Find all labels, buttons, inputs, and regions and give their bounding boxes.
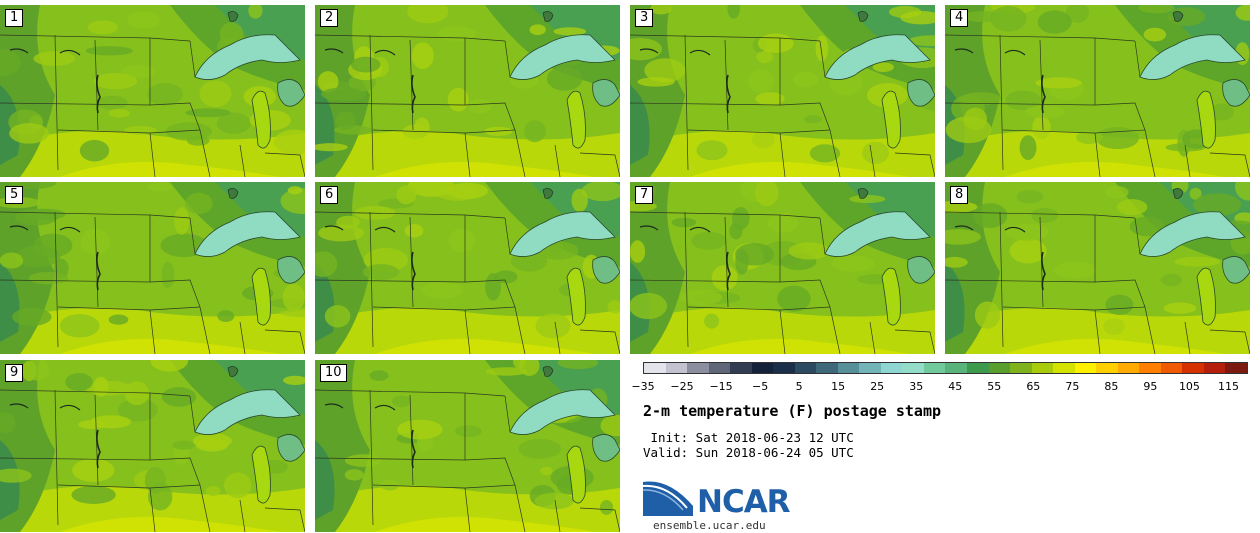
colorbar-tick-label: 25: [870, 380, 885, 393]
member-panel-8: 8: [945, 182, 1250, 354]
init-time: Init: Sat 2018-06-23 12 UTC: [643, 430, 854, 445]
colorbar-swatch: [708, 363, 731, 373]
colorbar-tick-label: 65: [1026, 380, 1041, 393]
temperature-map: [0, 360, 305, 532]
colorbar-swatch: [1139, 363, 1161, 373]
colorbar-swatch: [1160, 363, 1183, 373]
member-label: 2: [320, 9, 339, 27]
colorbar-tick-label: 85: [1104, 380, 1119, 393]
colorbar-swatch: [859, 363, 881, 373]
member-panel-7: 7: [630, 182, 935, 354]
colorbar-swatch: [1117, 363, 1140, 373]
colorbar-swatch: [1203, 363, 1226, 373]
colorbar-swatch: [1010, 363, 1032, 373]
temperature-map: [315, 182, 620, 354]
colorbar-tick-label: −5: [751, 380, 769, 393]
colorbar-swatch: [773, 363, 795, 373]
member-panel-3: 3: [630, 5, 935, 177]
member-label: 3: [635, 9, 654, 27]
colorbar-tick-label: 75: [1065, 380, 1080, 393]
colorbar-swatch: [794, 363, 817, 373]
colorbar-swatch: [880, 363, 903, 373]
colorbar-swatch: [923, 363, 946, 373]
temperature-map: [630, 5, 935, 177]
colorbar-tick-label: 115: [1217, 380, 1239, 393]
temperature-map: [315, 360, 620, 532]
temperature-map: [0, 5, 305, 177]
valid-time: Valid: Sun 2018-06-24 05 UTC: [643, 445, 854, 460]
plot-title: 2-m temperature (F) postage stamp: [643, 402, 942, 420]
member-label: 4: [950, 9, 969, 27]
member-panel-2: 2: [315, 5, 620, 177]
ncar-logo-icon: [643, 481, 693, 516]
colorbar-swatch: [1053, 363, 1075, 373]
colorbar-tick-label: 105: [1178, 380, 1200, 393]
colorbar-swatch: [644, 363, 666, 373]
colorbar-swatch: [687, 363, 709, 373]
member-label: 10: [320, 364, 347, 382]
colorbar-swatch: [1225, 363, 1247, 373]
colorbar-tick-label: −15: [709, 380, 733, 393]
colorbar-tick-label: 55: [987, 380, 1002, 393]
site-url: ensemble.ucar.edu: [653, 519, 766, 532]
temperature-map: [630, 182, 935, 354]
colorbar-tick-label: 35: [909, 380, 924, 393]
colorbar-swatch: [966, 363, 989, 373]
colorbar-swatch: [988, 363, 1011, 373]
member-label: 8: [950, 186, 969, 204]
colorbar-swatch: [665, 363, 688, 373]
colorbar-tick-label: −35: [631, 380, 655, 393]
member-panel-5: 5: [0, 182, 305, 354]
member-panel-6: 6: [315, 182, 620, 354]
colorbar-swatch: [730, 363, 752, 373]
member-label: 7: [635, 186, 654, 204]
colorbar-tick-label: 15: [831, 380, 846, 393]
colorbar-swatch: [1096, 363, 1118, 373]
member-label: 1: [5, 9, 24, 27]
member-panel-10: 10: [315, 360, 620, 532]
member-panel-9: 9: [0, 360, 305, 532]
member-panel-4: 4: [945, 5, 1250, 177]
temperature-map: [945, 182, 1250, 354]
colorbar-swatch: [902, 363, 924, 373]
temperature-map: [0, 182, 305, 354]
member-label: 6: [320, 186, 339, 204]
temperature-colorbar: [643, 362, 1248, 374]
member-label: 5: [5, 186, 24, 204]
temperature-map: [315, 5, 620, 177]
colorbar-swatch: [816, 363, 838, 373]
ncar-logo-text: NCAR: [697, 484, 791, 520]
colorbar-tick-labels: −35 −25 −15 −5 5 15 25 35 45 55 65 75 85 95 105 115: [631, 380, 1248, 394]
colorbar-tick-label: 5: [795, 380, 803, 393]
colorbar-swatch: [837, 363, 860, 373]
temperature-map: [945, 5, 1250, 177]
colorbar-swatch: [1182, 363, 1204, 373]
member-panel-1: 1: [0, 5, 305, 177]
member-label: 9: [5, 364, 24, 382]
colorbar-tick-label: −25: [670, 380, 694, 393]
colorbar-swatch: [751, 363, 774, 373]
colorbar-swatch: [1031, 363, 1054, 373]
colorbar-tick-label: 45: [948, 380, 963, 393]
colorbar-swatch: [1074, 363, 1097, 373]
colorbar-swatch: [945, 363, 967, 373]
colorbar-tick-label: 95: [1143, 380, 1158, 393]
